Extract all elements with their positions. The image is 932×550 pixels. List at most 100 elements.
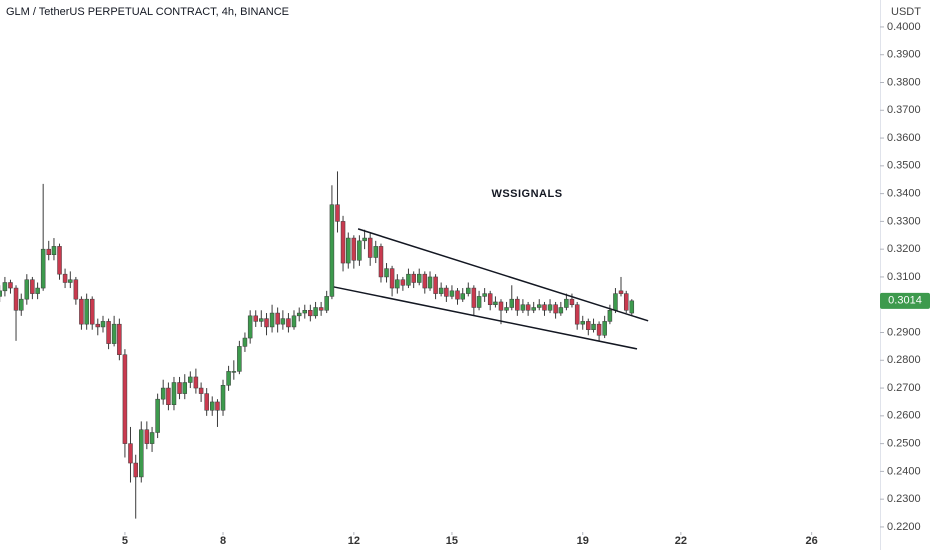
candle-body — [476, 296, 482, 308]
candle-body — [520, 304, 526, 311]
candle-body — [613, 293, 618, 311]
candle-body — [0, 290, 2, 297]
candle-body — [574, 304, 580, 325]
candle-body — [515, 298, 520, 311]
candle-body — [504, 307, 509, 311]
candle-body — [122, 354, 128, 444]
candle-body — [13, 287, 19, 311]
candle-body — [400, 279, 406, 286]
y-tick-label: 0.4000 — [887, 21, 921, 33]
candle-body — [378, 246, 384, 278]
candle-body — [8, 282, 13, 289]
candle-body — [188, 376, 193, 383]
candle-body — [166, 387, 171, 405]
candle-body — [340, 221, 346, 264]
candle-body — [335, 204, 340, 222]
candle-body — [455, 290, 460, 300]
candle-body — [569, 298, 575, 305]
y-tick-label: 0.3200 — [887, 243, 921, 255]
candle-body — [275, 312, 280, 325]
candle-body — [618, 290, 624, 294]
x-tick-label: 8 — [220, 535, 226, 547]
candle-body — [444, 287, 449, 297]
candle-body — [242, 337, 248, 347]
candle-body — [580, 321, 585, 325]
y-tick-label: 0.3500 — [887, 160, 921, 172]
last-price-box — [880, 292, 930, 309]
candle-body — [449, 290, 455, 297]
trend-line — [333, 286, 638, 350]
candle-body — [313, 307, 318, 317]
candle-body — [422, 273, 428, 289]
candle-body — [591, 323, 596, 330]
y-tick-label: 0.3700 — [887, 104, 921, 116]
x-tick-label: 12 — [348, 535, 360, 547]
trend-line — [357, 228, 649, 322]
candle-body — [62, 273, 68, 283]
candle-body — [536, 304, 542, 308]
candle-body — [269, 312, 275, 328]
candle-body — [111, 323, 117, 344]
candle-body — [406, 273, 411, 286]
y-tick-label: 0.3100 — [887, 271, 921, 283]
candle-body — [237, 346, 242, 372]
candle-body — [362, 237, 367, 242]
candle-body — [389, 268, 395, 289]
candle-body — [460, 293, 465, 300]
candle-body — [79, 298, 84, 325]
candle-body — [247, 315, 253, 339]
candle-body — [607, 310, 613, 322]
candle-body — [416, 273, 422, 283]
candle-body — [46, 248, 51, 255]
candle-body — [95, 323, 101, 328]
candle-body — [427, 276, 433, 289]
candle-body — [498, 301, 504, 311]
candle-body — [384, 268, 389, 278]
y-tick-label: 0.2200 — [887, 521, 921, 533]
candle-body — [629, 300, 635, 314]
candle-body — [542, 304, 547, 311]
candle-body — [586, 321, 591, 330]
candle-body — [438, 287, 444, 294]
x-tick-label: 15 — [446, 535, 458, 547]
candle-body — [51, 246, 57, 255]
y-tick-label: 0.2600 — [887, 410, 921, 422]
candle-body — [144, 429, 150, 444]
candle-body — [84, 298, 89, 325]
candle-body — [19, 298, 24, 311]
candle-body — [133, 462, 138, 478]
candle-body — [623, 293, 629, 311]
candle-body — [128, 443, 133, 464]
candle-body — [531, 307, 536, 311]
candle-body — [24, 279, 30, 300]
y-tick-label: 0.2900 — [887, 326, 921, 338]
candle-body — [411, 273, 416, 283]
y-tick-label: 0.2400 — [887, 465, 921, 477]
candle-body — [231, 371, 237, 373]
candle-body — [253, 315, 258, 322]
annotation: WSSIGNALS — [491, 188, 562, 200]
candle-body — [280, 318, 286, 325]
candle-body — [182, 382, 188, 394]
candle-body — [373, 246, 378, 258]
chart-title: GLM / TetherUS PERPETUAL CONTRACT, 4h, B… — [6, 6, 289, 18]
y-tick-label: 0.2800 — [887, 354, 921, 366]
candle-body — [547, 304, 553, 311]
y-tick-label: 0.3900 — [887, 49, 921, 61]
y-tick-label: 0.3400 — [887, 188, 921, 200]
candle-body — [291, 315, 297, 328]
y-tick-label: 0.3300 — [887, 215, 921, 227]
x-tick-label: 5 — [122, 535, 128, 547]
y-tick-label: 0.3600 — [887, 132, 921, 144]
candle-body — [73, 279, 79, 300]
candle-body — [139, 429, 144, 478]
candle-body — [346, 237, 351, 264]
candle-body — [220, 385, 226, 411]
candle-body — [509, 298, 515, 308]
candle-body — [30, 279, 35, 294]
candle-body — [487, 293, 493, 305]
candle-body — [193, 376, 199, 389]
candle-body — [177, 382, 182, 394]
candle-body — [35, 287, 40, 294]
candle-body — [296, 312, 302, 317]
